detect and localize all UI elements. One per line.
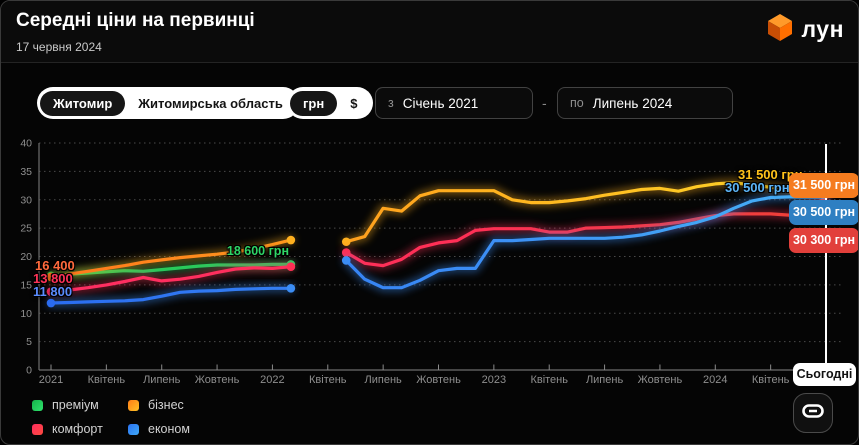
legend-item-biznes[interactable]: бізнес — [128, 398, 190, 412]
legend-item-komfort[interactable]: комфорт — [32, 422, 128, 436]
legend-label: комфорт — [52, 422, 103, 436]
svg-text:Квітень: Квітень — [88, 374, 126, 386]
link-icon — [802, 403, 824, 423]
city-option-zhytomyr[interactable]: Житомир — [40, 90, 126, 116]
date-to-prefix: по — [570, 96, 584, 110]
svg-text:Липень: Липень — [143, 374, 181, 386]
city-option-oblast[interactable]: Житомирська область — [138, 95, 283, 111]
price-label-ekonom-start: 11 800 — [33, 284, 73, 299]
report-date: 17 червня 2024 — [16, 40, 102, 54]
svg-text:35: 35 — [20, 166, 32, 178]
svg-text:Жовтень: Жовтень — [416, 374, 461, 386]
svg-text:30: 30 — [20, 194, 32, 206]
currency-option-usd[interactable]: $ — [350, 95, 358, 111]
biznes-swatch-icon — [128, 399, 139, 411]
svg-text:20: 20 — [20, 251, 32, 263]
price-label-komfort-start: 13 800 — [33, 271, 73, 286]
legend-label: преміум — [52, 398, 99, 412]
date-range-separator: - — [542, 95, 547, 111]
svg-text:2024: 2024 — [703, 374, 727, 386]
lun-logo[interactable]: лун — [765, 12, 845, 47]
city-toggle: Житомир Житомирська область — [37, 87, 299, 119]
svg-text:2021: 2021 — [39, 374, 63, 386]
date-from-value: Січень 2021 — [402, 95, 479, 111]
currency-option-uah[interactable]: грн — [290, 90, 338, 116]
ekonom-swatch-icon — [128, 423, 139, 435]
date-to-input[interactable]: по Липень 2024 — [557, 87, 733, 119]
share-link-button[interactable] — [793, 393, 833, 433]
svg-text:2022: 2022 — [260, 374, 284, 386]
komfort-swatch-icon — [32, 423, 43, 435]
date-from-input[interactable]: з Січень 2021 — [375, 87, 533, 119]
svg-text:Квітень: Квітень — [530, 374, 568, 386]
price-label-biznes-current: 31 500 грн — [738, 167, 803, 182]
header: Середні ціни на первинці 17 червня 2024 … — [1, 1, 858, 63]
date-from-prefix: з — [388, 96, 394, 110]
price-label-ekonom-current: 30 500 грн — [725, 180, 790, 195]
svg-text:Жовтень: Жовтень — [638, 374, 683, 386]
logo-text: лун — [801, 16, 844, 42]
svg-text:Квітень: Квітень — [752, 374, 790, 386]
legend-item-ekonom[interactable]: економ — [128, 422, 190, 436]
page-title: Середні ціни на первинці — [16, 10, 255, 31]
svg-text:Липень: Липень — [586, 374, 624, 386]
today-button[interactable]: Сьогодні — [793, 363, 856, 386]
cube-logo-icon — [765, 12, 795, 47]
svg-text:40: 40 — [20, 138, 32, 150]
legend-item-premium[interactable]: преміум — [32, 398, 128, 412]
svg-text:25: 25 — [20, 223, 32, 235]
price-label-premium-end: 18 600 грн — [226, 244, 289, 258]
svg-text:10: 10 — [20, 308, 32, 320]
premium-swatch-icon — [32, 399, 43, 411]
svg-text:15: 15 — [20, 279, 32, 291]
price-badge-komfort: 30 300 грн — [789, 228, 858, 253]
price-label-biznes-start: 16 400 — [35, 258, 75, 273]
svg-text:Квітень: Квітень — [309, 374, 347, 386]
svg-text:5: 5 — [26, 336, 32, 348]
date-to-value: Липень 2024 — [592, 95, 673, 111]
svg-text:Жовтень: Жовтень — [195, 374, 240, 386]
price-badge-biznes: 31 500 грн — [789, 173, 858, 198]
svg-text:0: 0 — [26, 365, 32, 377]
legend-label: бізнес — [148, 398, 184, 412]
price-badge-ekonom: 30 500 грн — [789, 200, 858, 225]
legend-label: економ — [148, 422, 190, 436]
svg-text:Липень: Липень — [365, 374, 403, 386]
svg-text:2023: 2023 — [482, 374, 506, 386]
chart-legend: преміум бізнес комфорт економ — [32, 398, 190, 436]
currency-toggle: грн $ — [287, 87, 374, 119]
